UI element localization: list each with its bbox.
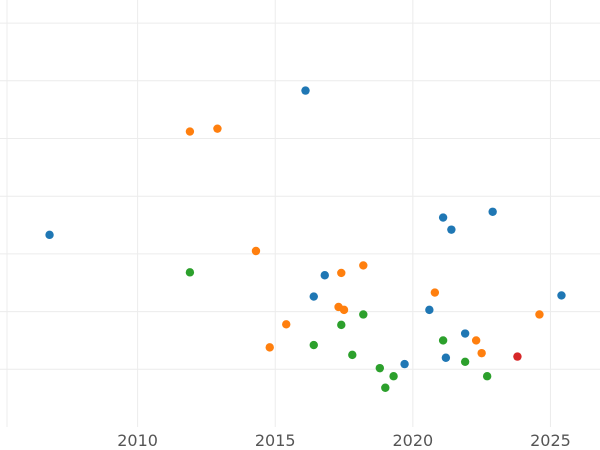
data-point-s0-0 [45, 230, 54, 240]
data-point-s1-10 [471, 336, 481, 345]
data-point-s1-0 [185, 127, 195, 136]
data-point-s0-7 [441, 353, 451, 362]
data-point-s1-4 [282, 320, 291, 329]
data-point-s0-6 [438, 213, 448, 222]
data-point-s2-6 [381, 383, 390, 392]
data-point-s0-2 [309, 292, 318, 301]
data-point-s1-7 [339, 305, 349, 315]
x-tick-label-1: 2015 [255, 431, 296, 450]
data-point-s1-12 [535, 310, 544, 319]
data-point-s1-2 [251, 246, 261, 256]
data-point-s0-3 [320, 271, 329, 280]
data-point-s2-2 [337, 320, 346, 330]
data-point-s0-9 [460, 329, 470, 338]
data-point-s1-9 [430, 288, 440, 297]
x-tick-labels: 2010 2015 2020 2025 [117, 431, 571, 450]
data-points [45, 86, 566, 392]
x-tick-label-2: 2020 [392, 431, 433, 450]
data-point-s0-5 [425, 305, 434, 315]
x-tick-label-0: 2010 [117, 431, 158, 450]
data-point-s1-3 [265, 343, 274, 352]
data-point-s3-0 [513, 352, 522, 361]
x-gridlines [6, 0, 551, 427]
data-point-s0-4 [400, 359, 409, 369]
data-point-s1-11 [477, 348, 486, 358]
data-point-s0-1 [301, 86, 310, 95]
data-point-s2-10 [482, 372, 492, 381]
data-point-s2-3 [348, 350, 357, 360]
data-point-s0-11 [557, 291, 566, 300]
x-tick-label-3: 2025 [530, 431, 571, 450]
data-point-s2-9 [460, 357, 470, 366]
data-point-s2-4 [359, 310, 368, 319]
data-point-s1-8 [359, 261, 368, 270]
data-point-s2-1 [309, 340, 318, 350]
data-point-s2-7 [389, 372, 398, 381]
data-point-s2-8 [438, 336, 448, 345]
data-point-s1-1 [213, 124, 222, 133]
data-point-s2-0 [185, 268, 195, 277]
data-point-s0-10 [488, 207, 497, 216]
y-gridlines [0, 22, 600, 370]
data-point-s0-8 [447, 225, 456, 234]
data-point-s1-6 [337, 268, 346, 278]
data-point-s2-5 [375, 363, 385, 373]
